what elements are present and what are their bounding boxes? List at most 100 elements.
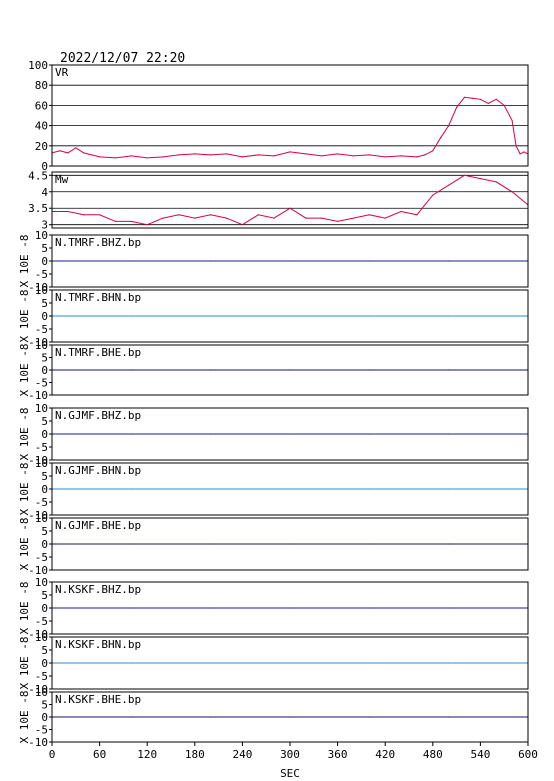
y-tick-label-6-3: 5 [41, 470, 48, 483]
data-point-0-28 [432, 150, 434, 152]
y-tick-label-10-1: -5 [35, 724, 48, 737]
y-unit-label-5: X 10E -8 [18, 408, 31, 461]
y-tick-label-8-1: -5 [35, 615, 48, 628]
data-point-3-3 [289, 315, 291, 317]
data-point-9-3 [289, 662, 291, 664]
data-point-7-5 [448, 543, 450, 545]
data-point-0-29 [440, 137, 442, 139]
y-tick-label-2-1: -5 [35, 268, 48, 281]
data-point-1-6 [146, 224, 148, 226]
data-point-4-1 [130, 369, 132, 371]
data-point-0-2 [67, 152, 69, 154]
data-point-9-5 [448, 662, 450, 664]
data-point-0-9 [146, 157, 148, 159]
data-point-0-8 [130, 155, 132, 157]
series-line-1 [52, 174, 529, 226]
data-point-6-5 [448, 488, 450, 490]
data-point-1-15 [289, 207, 291, 209]
data-point-0-14 [225, 153, 228, 155]
x-tick-label-5: 300 [280, 748, 300, 761]
data-point-0-40 [519, 153, 521, 155]
data-point-9-2 [210, 662, 212, 664]
data-point-0-32 [463, 96, 466, 98]
data-point-10-5 [448, 716, 450, 718]
data-point-0-15 [241, 156, 243, 158]
y-unit-label-10: X 10E -8 [18, 691, 31, 744]
data-point-8-1 [130, 607, 132, 609]
data-point-5-1 [130, 433, 132, 435]
data-point-0-6 [99, 156, 101, 158]
data-point-0-13 [210, 154, 212, 156]
data-point-1-22 [400, 210, 402, 213]
data-point-1-1 [67, 210, 69, 213]
y-tick-label-7-3: 5 [41, 525, 48, 538]
y-tick-label-3-3: 5 [41, 297, 48, 310]
data-point-1-3 [99, 214, 101, 216]
data-point-1-26 [463, 174, 466, 176]
y-tick-label-1-3: 4.5 [28, 169, 48, 182]
data-point-0-37 [503, 104, 505, 106]
panel-label-8: N.KSKF.BHZ.bp [55, 583, 141, 596]
data-point-0-34 [479, 98, 481, 100]
data-point-4-5 [448, 369, 450, 371]
data-point-0-20 [321, 155, 323, 157]
y-unit-label-2: X 10E -8 [18, 235, 31, 288]
y-tick-label-7-4: 10 [35, 512, 48, 525]
y-tick-label-5-4: 10 [35, 402, 48, 415]
y-unit-label-6: X 10E -8 [18, 463, 31, 516]
y-tick-label-5-0: -10 [28, 454, 48, 467]
data-point-1-19 [352, 217, 355, 219]
data-point-0-3 [75, 147, 77, 149]
data-point-0-1 [59, 150, 61, 152]
y-tick-label-6-4: 10 [35, 457, 48, 470]
data-point-2-5 [448, 260, 450, 262]
y-tick-label-10-3: 5 [41, 699, 48, 712]
data-point-6-1 [130, 488, 132, 490]
data-point-1-10 [210, 214, 212, 216]
data-point-9-4 [368, 662, 370, 664]
data-point-0-21 [337, 153, 339, 155]
data-point-5-4 [368, 433, 370, 435]
data-point-1-16 [305, 217, 307, 219]
data-point-3-1 [130, 315, 132, 317]
data-point-2-4 [368, 260, 370, 262]
data-point-0-35 [487, 102, 489, 104]
data-point-1-4 [114, 220, 117, 223]
data-point-5-2 [210, 433, 212, 435]
y-tick-label-7-1: -5 [35, 551, 48, 564]
panel-label-0: VR [55, 66, 69, 79]
data-point-2-1 [130, 260, 132, 262]
y-tick-label-0-0: 0 [41, 160, 48, 173]
data-point-0-31 [456, 106, 458, 109]
data-point-7-4 [368, 543, 370, 545]
data-point-1-29 [511, 191, 513, 193]
y-tick-label-0-1: 20 [35, 140, 48, 153]
y-tick-label-8-4: 10 [35, 576, 48, 589]
data-point-0-36 [495, 98, 497, 100]
data-point-0-19 [305, 153, 307, 155]
data-point-0-41 [523, 151, 525, 153]
y-tick-label-7-0: -10 [28, 564, 48, 577]
data-point-0-24 [384, 156, 386, 158]
panel-label-1: Mw [55, 173, 69, 186]
data-point-4-4 [368, 369, 370, 371]
series-line-0 [51, 96, 529, 159]
data-point-3-4 [368, 315, 370, 317]
data-point-0-10 [162, 156, 164, 158]
x-tick-label-2: 120 [137, 748, 157, 761]
y-tick-label-3-0: -10 [28, 336, 48, 349]
y-tick-label-5-1: -5 [35, 441, 48, 454]
x-tick-label-3: 180 [185, 748, 205, 761]
data-point-0-23 [368, 154, 370, 156]
y-tick-label-3-4: 10 [35, 284, 48, 297]
data-point-1-11 [225, 217, 228, 219]
y-tick-label-6-0: -10 [28, 509, 48, 522]
data-point-8-2 [210, 607, 212, 609]
data-point-2-2 [210, 260, 212, 262]
datetime-title: 2022/12/07 22:20 [60, 51, 185, 66]
y-tick-label-4-4: 10 [35, 339, 48, 352]
y-tick-label-4-0: -10 [28, 389, 48, 402]
y-tick-label-2-0: -10 [28, 281, 48, 294]
data-point-0-16 [257, 154, 259, 156]
